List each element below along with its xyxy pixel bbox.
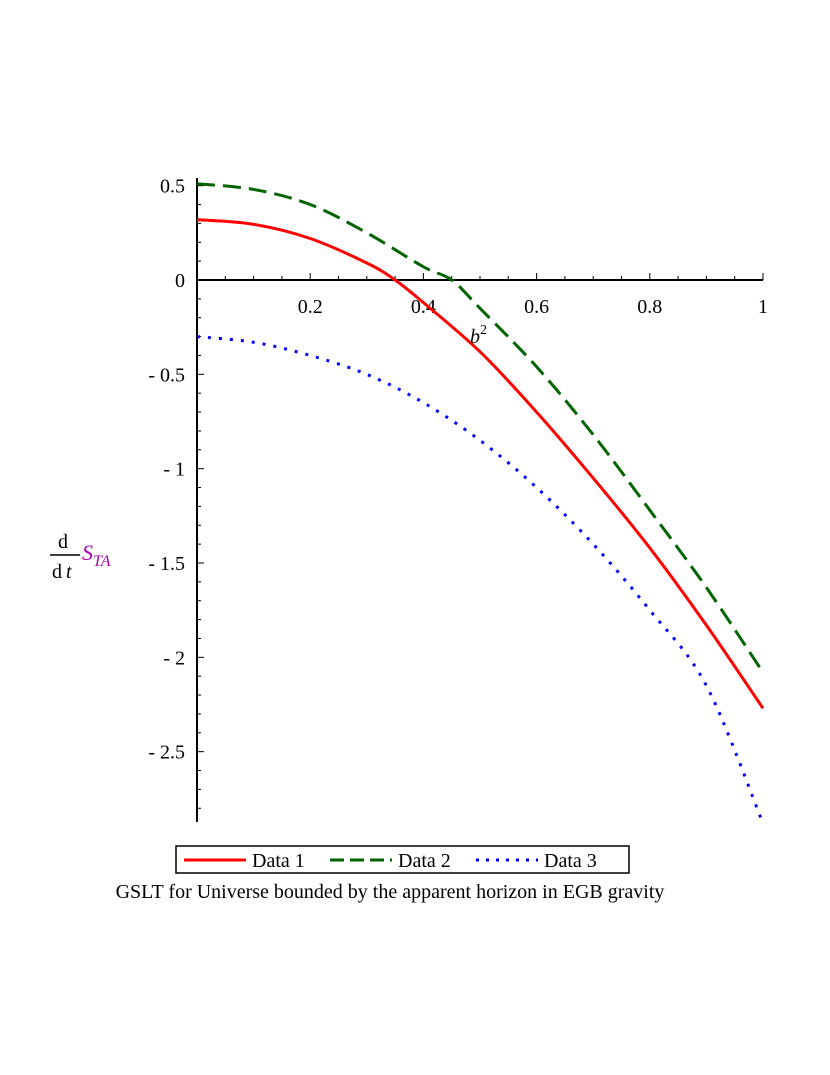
y-tick-label: 0 [175,270,185,292]
x-tick-label: 0.6 [524,296,549,318]
chart-title: GSLT for Universe bounded by the apparen… [116,881,665,903]
series-line-data-2 [196,182,765,674]
x-tick-label: 0.4 [411,296,436,318]
x-tick-label: 0.8 [637,296,662,318]
x-axis-label: b2 [470,323,487,348]
legend: Data 1 Data 2 Data 3 [175,845,630,874]
legend-label-data1: Data 1 [252,850,305,872]
y-tick-label: - 2 [163,647,185,669]
series-line-data-3 [196,335,765,824]
y-tick-label: 0.5 [160,176,185,198]
x-axis-label-base: b [470,326,480,348]
series-group [196,182,765,824]
y-tick-label: - 1.5 [148,553,185,575]
x-tick-label: 0.2 [298,296,323,318]
x-axis-label-superscript: 2 [480,323,487,338]
y-label-d-numerator: d [58,531,68,553]
legend-label-data3: Data 3 [544,850,597,872]
x-tick-label: 1 [758,296,768,318]
legend-box [175,845,630,874]
x-ticks: 0.2 0.4 0.6 0.8 1 [224,273,768,318]
y-tick-label: - 0.5 [148,364,185,386]
y-tick-label: - 2.5 [148,742,185,764]
legend-label-data2: Data 2 [398,850,451,872]
y-tick-label: - 1 [163,459,185,481]
series-line-data-1 [196,218,765,710]
y-label-s: STA [82,540,111,570]
y-ticks: 0.5 0 - 0.5 - 1 - 1.5 - 2 - 2.5 [148,176,204,809]
